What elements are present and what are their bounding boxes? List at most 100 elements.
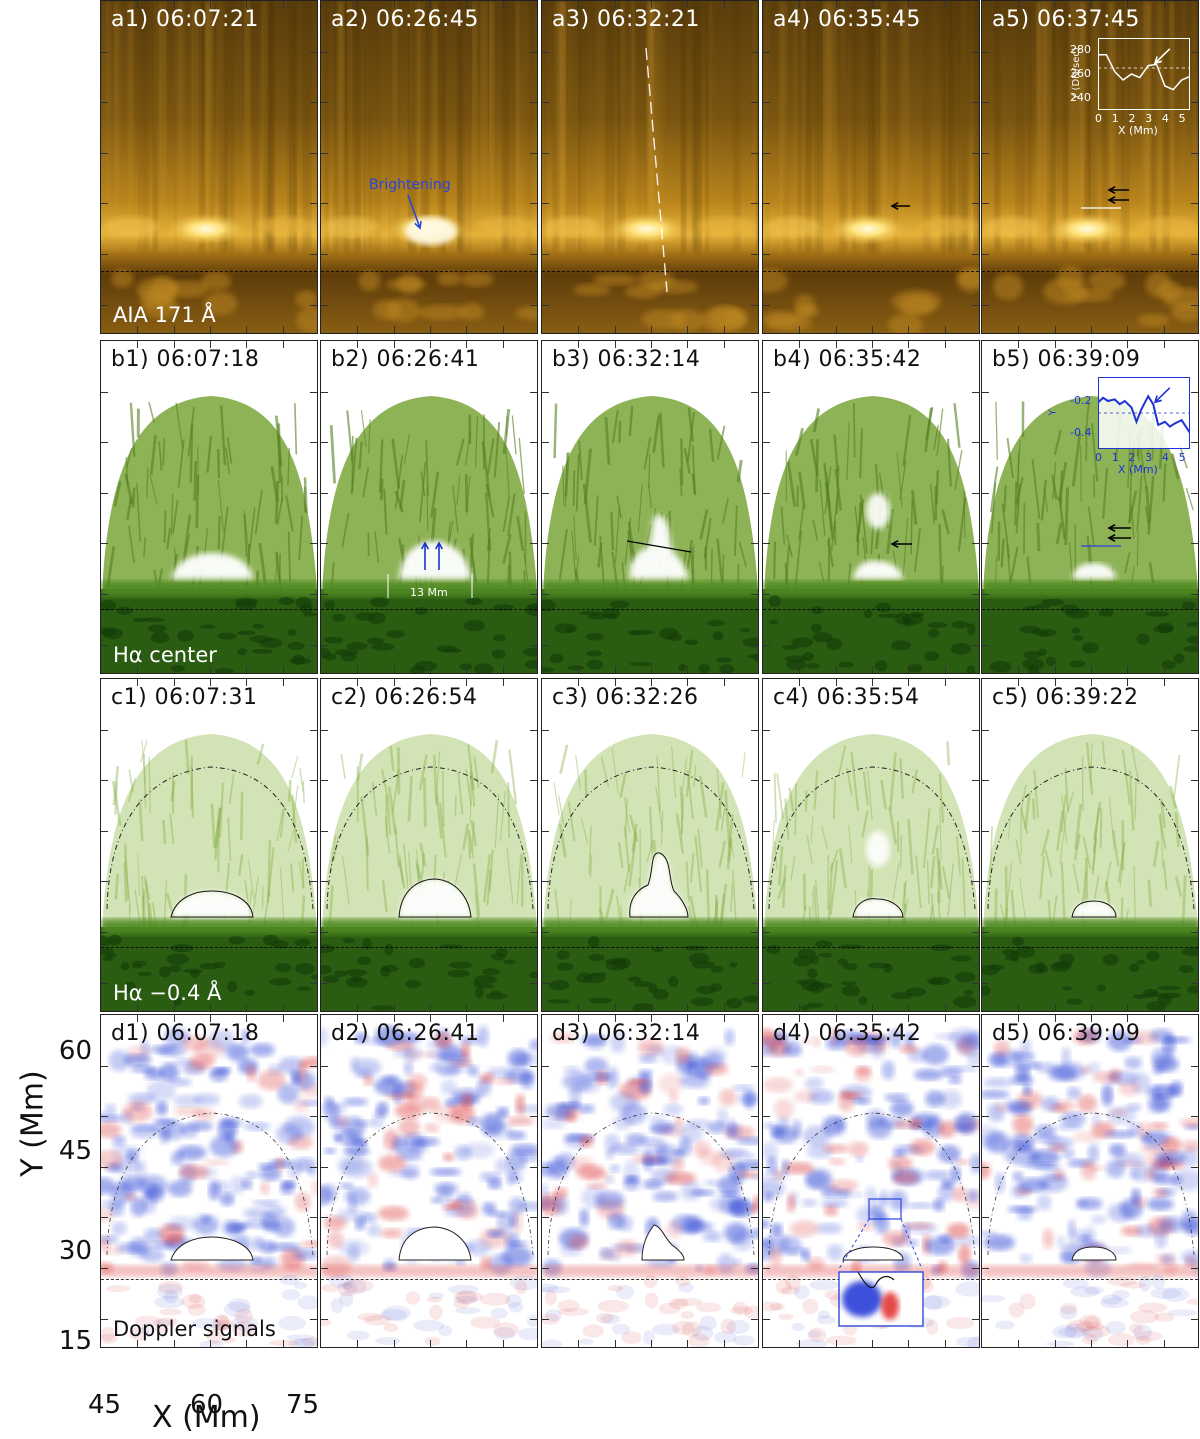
panel-time-label: c2) 06:26:54 [331,685,478,710]
y-tick-60: 60 [58,1036,92,1066]
reference-dashed-line [321,1279,537,1280]
panel-time-label: a2) 06:26:45 [331,7,479,32]
panel-time-label: d1) 06:07:18 [111,1021,260,1046]
inset-profile-line [1098,54,1191,91]
panel-image-d1 [101,1015,317,1347]
reference-dashed-line [982,1279,1198,1280]
panel-time-label: c5) 06:39:22 [992,685,1139,710]
panel-c2: c2) 06:26:54 [320,678,538,1012]
zoom-box-d4 [838,1198,924,1327]
brightening-arrow [407,194,422,230]
inset-y-tick: 280 [1070,43,1091,56]
inset-y-tick: -0.2 [1070,394,1092,407]
inset-y-label: Y [1047,409,1059,416]
panel-time-label: a4) 06:35:45 [773,7,921,32]
reference-dashed-line [101,947,317,948]
panel-image-b4 [763,341,979,673]
inset-plot-a5 [1098,38,1191,110]
x-tick-60: 60 [190,1390,224,1420]
panel-d5: d5) 06:39:09 [981,1014,1199,1348]
panel-time-label: c1) 06:07:31 [111,685,258,710]
row-channel-label: Hα −0.4 Å [113,981,222,1005]
y-axis-title: Y (Mm) [15,1070,51,1177]
panel-time-label: a3) 06:32:21 [552,7,700,32]
panel-a3: a3) 06:32:21 [541,0,759,334]
y-tick-30: 30 [58,1236,92,1266]
inset-x-tick: 3 [1145,112,1153,125]
inset-x-tick: 5 [1178,112,1186,125]
inset-y-tick: -0.4 [1070,426,1092,439]
reference-dashed-line [542,271,758,272]
reference-dashed-line [982,947,1198,948]
reference-dashed-line [763,947,979,948]
inset-plot-b5 [1097,377,1191,449]
reference-dashed-line [763,609,979,610]
x-tick-75: 75 [286,1390,320,1420]
panel-time-label: c3) 06:32:26 [552,685,699,710]
panel-time-label: c4) 06:35:54 [773,685,920,710]
panel-time-label: d3) 06:32:14 [552,1021,701,1046]
panel-image-a4 [763,1,979,333]
panel-time-label: d2) 06:26:41 [331,1021,480,1046]
inset-x-tick: 2 [1128,451,1136,464]
reference-dashed-line [321,947,537,948]
reference-dashed-line [982,609,1198,610]
reference-dashed-line [982,271,1198,272]
reference-dashed-line [542,609,758,610]
panel-image-a3 [542,1,758,333]
panel-image-a1 [101,1,317,333]
brightening-label: Brightening [369,177,451,193]
inset-x-tick: 5 [1178,451,1186,464]
panel-a2: a2) 06:26:45 [320,0,538,334]
panel-d4: d4) 06:35:42 [762,1014,980,1348]
x-axis-title: X (Mm) [152,1400,261,1435]
panel-image-a2 [321,1,537,333]
inset-x-tick: 4 [1161,451,1169,464]
inset-y-label: Y (DN/sec) [1070,47,1082,100]
panel-time-label: a1) 06:07:21 [111,7,259,32]
arrows-b2 [387,541,473,598]
panel-a4: a4) 06:35:45 [762,0,980,334]
panel-b2: b2) 06:26:41 [320,340,538,674]
row-channel-label: Hα center [113,643,217,667]
panel-d2: d2) 06:26:41 [320,1014,538,1348]
y-tick-15: 15 [58,1326,92,1356]
panel-c1: c1) 06:07:31 Hα −0.4 Å [100,678,318,1012]
arrows-b5 [1081,523,1131,547]
panel-image-c4 [763,679,979,1011]
inset-x-tick: 4 [1161,112,1169,125]
panel-image-b2 [321,341,537,673]
inset-y-tick: 240 [1070,91,1091,104]
panel-c4: c4) 06:35:54 [762,678,980,1012]
panel-d1: d1) 06:07:18 Doppler signals [100,1014,318,1348]
panel-time-label: b4) 06:35:42 [773,347,922,372]
inset-x-tick: 3 [1145,451,1153,464]
width-label: 13 Mm [410,586,448,599]
panel-time-label: b2) 06:26:41 [331,347,480,372]
reference-dashed-line [763,271,979,272]
panel-image-b1 [101,341,317,673]
panel-time-label: b3) 06:32:14 [552,347,701,372]
inset-x-tick: 1 [1111,451,1119,464]
panel-image-c3 [542,679,758,1011]
panel-b4: b4) 06:35:42 [762,340,980,674]
panel-time-label: d4) 06:35:42 [773,1021,922,1046]
panel-time-label: b5) 06:39:09 [992,347,1141,372]
arrow-b4 [890,539,912,549]
x-tick-45: 45 [88,1390,122,1420]
y-tick-45: 45 [58,1136,92,1166]
panel-image-d3 [542,1015,758,1347]
reference-dashed-line [321,271,537,272]
panel-image-b3 [542,341,758,673]
reference-dashed-line [101,271,317,272]
inset-profile-line [1097,394,1191,434]
reference-dashed-line [542,1279,758,1280]
panel-image-c2 [321,679,537,1011]
inset-x-tick: 0 [1095,112,1102,125]
row-channel-label: AIA 171 Å [113,303,216,327]
panel-time-label: d5) 06:39:09 [992,1021,1141,1046]
panel-c5: c5) 06:39:22 [981,678,1199,1012]
inset-x-label: X (Mm) [1118,463,1158,476]
inset-x-tick: 2 [1128,112,1136,125]
reference-dashed-line [101,609,317,610]
